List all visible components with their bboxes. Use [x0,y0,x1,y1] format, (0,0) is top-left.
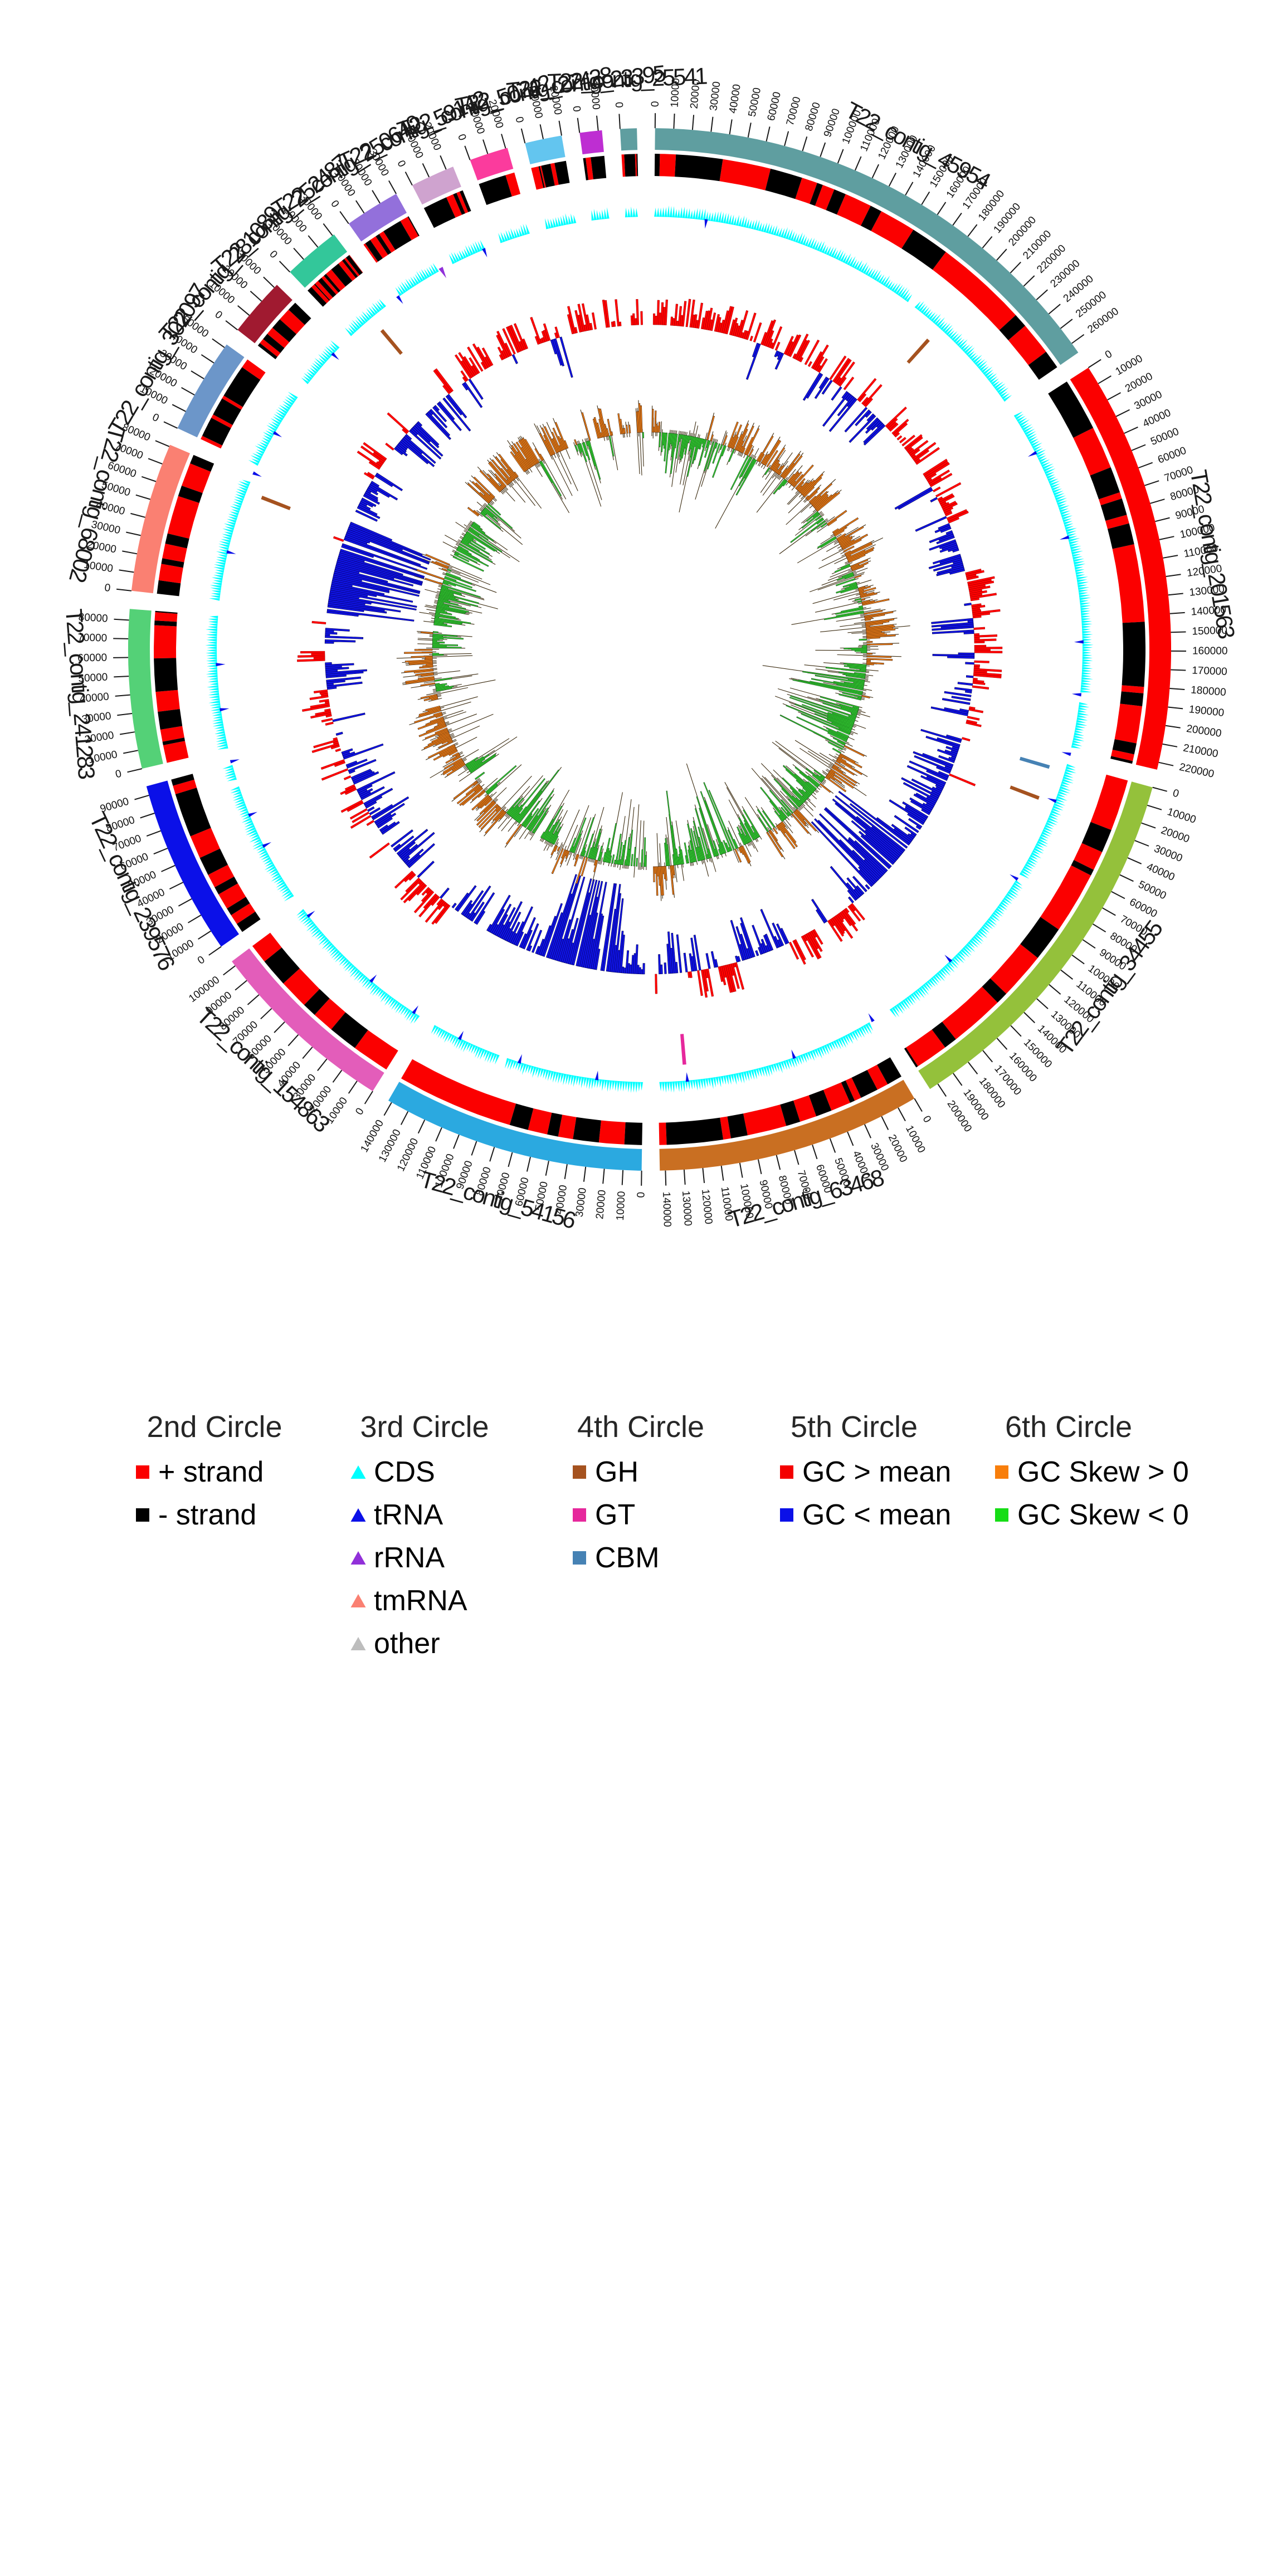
svg-text:50000: 50000 [78,672,108,685]
svg-text:130000: 130000 [680,1190,694,1226]
svg-text:+ strand: + strand [158,1456,264,1488]
svg-text:0: 0 [613,101,625,108]
svg-text:10000: 10000 [587,80,602,110]
svg-text:0: 0 [114,768,123,781]
svg-text:T22_contig_25541: T22_contig_25541 [547,63,708,95]
svg-text:CBM: CBM [595,1542,660,1574]
svg-text:GC < mean: GC < mean [802,1499,951,1531]
svg-text:6th Circle: 6th Circle [1005,1410,1132,1444]
svg-text:10000: 10000 [615,1191,628,1221]
svg-text:0: 0 [513,115,525,124]
svg-text:5th Circle: 5th Circle [791,1410,918,1444]
svg-text:other: other [374,1627,440,1660]
svg-text:tmRNA: tmRNA [374,1585,467,1617]
svg-text:70000: 70000 [77,632,107,644]
svg-text:GH: GH [595,1456,638,1488]
svg-text:CDS: CDS [374,1456,435,1488]
svg-text:0: 0 [650,101,661,107]
svg-text:GT: GT [595,1499,635,1531]
svg-text:2nd Circle: 2nd Circle [147,1410,282,1444]
svg-text:0: 0 [635,1192,647,1198]
svg-text:80000: 80000 [78,612,108,625]
svg-text:180000: 180000 [1191,684,1227,698]
svg-text:GC > mean: GC > mean [802,1456,951,1488]
svg-text:20000: 20000 [689,79,703,109]
svg-text:4th Circle: 4th Circle [577,1410,704,1444]
svg-text:GC Skew < 0: GC Skew < 0 [1017,1499,1189,1531]
svg-text:GC Skew > 0: GC Skew > 0 [1017,1456,1189,1488]
svg-text:0: 0 [570,105,582,113]
svg-text:20000: 20000 [594,1189,608,1219]
svg-text:3rd Circle: 3rd Circle [360,1410,489,1444]
svg-text:160000: 160000 [1192,646,1227,657]
svg-text:- strand: - strand [158,1499,256,1531]
svg-text:0: 0 [104,582,111,594]
svg-text:140000: 140000 [660,1191,673,1227]
svg-text:10000: 10000 [669,78,682,108]
svg-text:60000: 60000 [77,652,107,664]
svg-text:150000: 150000 [1192,625,1227,638]
svg-text:40000: 40000 [79,691,109,705]
svg-text:140000: 140000 [1191,604,1227,618]
svg-text:rRNA: rRNA [374,1542,445,1574]
svg-text:tRNA: tRNA [374,1499,443,1531]
svg-text:170000: 170000 [1192,665,1227,678]
